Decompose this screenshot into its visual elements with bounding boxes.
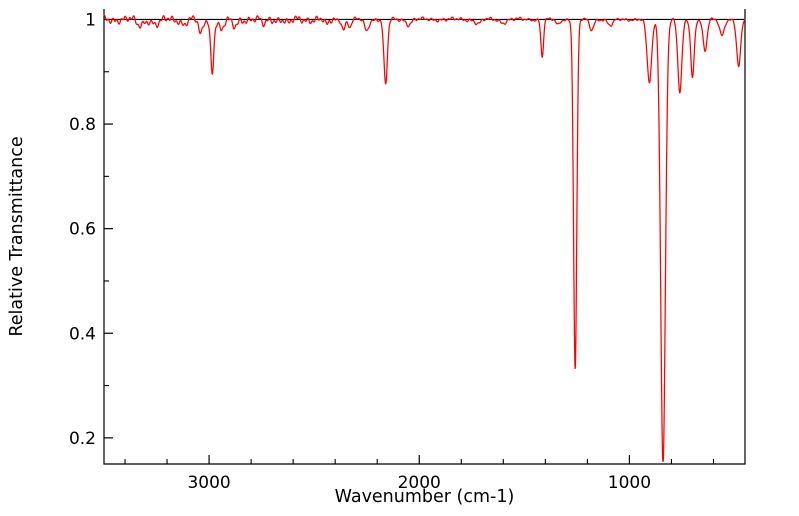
x-axis-title: Wavenumber (cm-1) <box>335 487 515 507</box>
x-axis-tick-labels: 3000 2000 1000 <box>187 473 651 493</box>
y-axis-tick-labels: 1 0.8 0.6 0.4 0.2 <box>69 10 96 448</box>
spectrum-trace <box>103 14 746 463</box>
x-tick-label: 1000 <box>608 473 651 493</box>
x-axis-ticks <box>124 455 715 464</box>
x-tick-label: 2000 <box>398 473 441 493</box>
y-axis-ticks <box>104 18 113 439</box>
y-tick-label: 0.6 <box>69 220 96 240</box>
y-axis-title: Relative Transmittance <box>7 136 27 336</box>
y-tick-label: 0.4 <box>69 324 96 344</box>
x-tick-label: 3000 <box>187 473 230 493</box>
axis-frame <box>103 9 746 465</box>
y-tick-label: 0.2 <box>69 429 96 449</box>
y-tick-label: 1 <box>85 10 96 30</box>
y-tick-label: 0.8 <box>69 115 96 135</box>
